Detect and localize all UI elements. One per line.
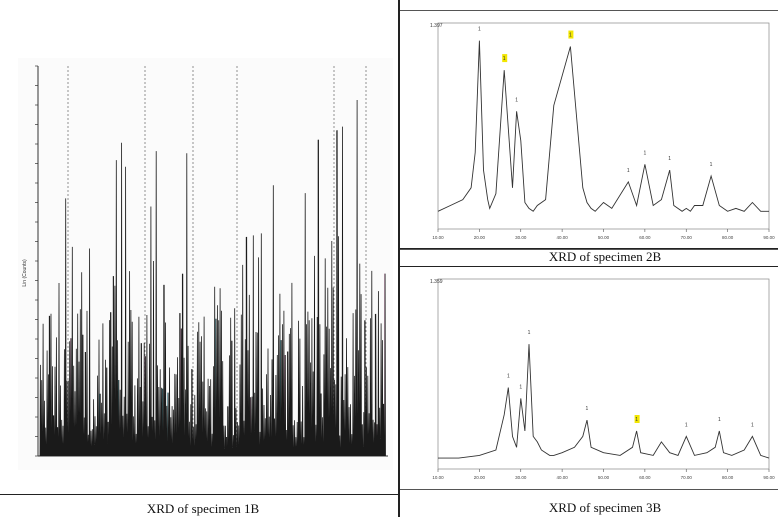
peak-label: 1 bbox=[515, 97, 518, 103]
x-tick-label: 10.00 bbox=[432, 475, 444, 480]
peak-label: 1 bbox=[643, 150, 646, 156]
x-tick-label: 60.00 bbox=[639, 475, 651, 480]
xrd-1b-svg: Lin (Counts) bbox=[22, 65, 388, 457]
xrd-chart-1b: Lin (Counts) bbox=[18, 58, 393, 470]
y-max-label: 1.359 bbox=[430, 279, 443, 285]
x-tick-label: 70.00 bbox=[681, 475, 693, 480]
x-tick-label: 10.00 bbox=[432, 235, 444, 240]
x-tick-label: 40.00 bbox=[556, 235, 568, 240]
y-axis-label: Lin (Counts) bbox=[22, 259, 28, 287]
caption-specimen-1b: XRD of specimen 1B bbox=[146, 501, 260, 516]
peak-label: 1 bbox=[668, 156, 671, 162]
peak-label: 1 bbox=[528, 330, 531, 336]
peak-label: 1 bbox=[751, 422, 754, 428]
peak-label: 1 bbox=[507, 374, 510, 380]
peak-label: 1 bbox=[718, 417, 721, 423]
peak-highlight bbox=[568, 30, 574, 39]
x-tick-label: 30.00 bbox=[515, 235, 527, 240]
diffraction-trace bbox=[437, 40, 769, 212]
x-tick-label: 40.00 bbox=[556, 475, 568, 480]
peak-label: 1 bbox=[710, 162, 713, 168]
peak-label: 1 bbox=[503, 56, 506, 62]
y-max-label: 1.397 bbox=[430, 23, 443, 29]
xrd-2b-svg: 1.397 10.00 20.00 30.00 40.00 50.00 60.00 70.00… bbox=[430, 22, 775, 240]
peak-highlight bbox=[502, 54, 508, 63]
diffraction-trace bbox=[39, 99, 386, 457]
caption-specimen-2b: XRD of specimen 2B bbox=[548, 249, 662, 264]
x-tick-label: 80.00 bbox=[722, 475, 734, 480]
peak-label: 1 bbox=[627, 168, 630, 174]
xrd-chart-3b: 1.359 10.00 20.00 30.00 40.00 50.00 60.00 70.00… bbox=[399, 266, 778, 490]
peak-label: 1 bbox=[569, 33, 572, 39]
x-tick-label: 90.00 bbox=[763, 235, 775, 240]
middle-rule bbox=[399, 248, 778, 249]
middle-rule-2 bbox=[399, 266, 778, 267]
peak-label: 1 bbox=[586, 406, 589, 412]
peak-highlight bbox=[634, 415, 640, 423]
x-tick-label: 70.00 bbox=[681, 235, 693, 240]
x-tick-label: 20.00 bbox=[474, 475, 486, 480]
peak-label: 1 bbox=[685, 422, 688, 428]
xrd-chart-2b: 1.397 10.00 20.00 30.00 40.00 50.00 60.00 70.00… bbox=[399, 10, 778, 250]
xrd-3b-svg: 1.359 10.00 20.00 30.00 40.00 50.00 60.00 70.00… bbox=[430, 278, 775, 480]
caption-specimen-3b: XRD of specimen 3B bbox=[548, 500, 662, 515]
x-tick-label: 60.00 bbox=[639, 235, 651, 240]
x-tick-label: 20.00 bbox=[474, 235, 486, 240]
peak-label: 1 bbox=[635, 417, 638, 423]
left-bottom-rule bbox=[0, 494, 398, 495]
x-tick-label: 50.00 bbox=[598, 235, 610, 240]
diffraction-trace bbox=[438, 344, 770, 459]
vertical-divider bbox=[398, 0, 400, 517]
plot-frame bbox=[437, 278, 770, 470]
peak-label: 1 bbox=[478, 27, 481, 33]
x-tick-label: 50.00 bbox=[598, 475, 610, 480]
x-tick-label: 80.00 bbox=[722, 235, 734, 240]
x-tick-label: 30.00 bbox=[515, 475, 527, 480]
peak-label: 1 bbox=[519, 384, 522, 390]
x-tick-label: 90.00 bbox=[763, 475, 775, 480]
